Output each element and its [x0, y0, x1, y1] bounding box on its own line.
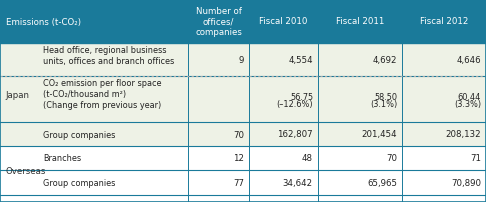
Text: Japan: Japan — [5, 90, 29, 100]
Text: 70: 70 — [233, 130, 244, 139]
Text: 65,965: 65,965 — [367, 178, 397, 187]
Bar — [0, 0, 486, 44]
Bar — [0, 146, 486, 170]
Text: Fiscal 2011: Fiscal 2011 — [336, 17, 384, 26]
Text: 70: 70 — [386, 154, 397, 163]
Text: Emissions (t-CO₂): Emissions (t-CO₂) — [6, 17, 81, 26]
Text: 9: 9 — [239, 56, 244, 65]
Text: 71: 71 — [470, 154, 481, 163]
Text: 12: 12 — [233, 154, 244, 163]
Text: 56.75: 56.75 — [290, 92, 313, 101]
Text: 58.50: 58.50 — [374, 92, 397, 101]
Text: 70,890: 70,890 — [451, 178, 481, 187]
Text: 77: 77 — [233, 178, 244, 187]
Text: (3.1%): (3.1%) — [370, 99, 397, 108]
Text: 162,807: 162,807 — [278, 130, 313, 139]
Text: 34,642: 34,642 — [283, 178, 313, 187]
Text: Fiscal 2010: Fiscal 2010 — [260, 17, 308, 26]
Text: Group companies: Group companies — [43, 178, 115, 187]
Bar — [0, 170, 486, 195]
Text: 201,454: 201,454 — [362, 130, 397, 139]
Text: 48: 48 — [302, 154, 313, 163]
Text: 4,554: 4,554 — [288, 56, 313, 65]
Text: Number of
offices/
companies: Number of offices/ companies — [195, 7, 242, 37]
Text: CO₂ emission per floor space
(t-CO₂/thousand m²)
(Change from previous year): CO₂ emission per floor space (t-CO₂/thou… — [43, 79, 161, 110]
Text: 60.44: 60.44 — [458, 92, 481, 101]
Bar — [0, 122, 486, 146]
Text: 208,132: 208,132 — [445, 130, 481, 139]
Text: (–12.6%): (–12.6%) — [277, 99, 313, 108]
Text: Group companies: Group companies — [43, 130, 115, 139]
Bar — [0, 77, 486, 122]
Bar — [0, 44, 486, 77]
Text: 4,692: 4,692 — [372, 56, 397, 65]
Text: 4,646: 4,646 — [456, 56, 481, 65]
Text: Branches: Branches — [43, 154, 81, 163]
Text: (3.3%): (3.3%) — [454, 99, 481, 108]
Text: Fiscal 2012: Fiscal 2012 — [420, 17, 468, 26]
Text: Overseas: Overseas — [5, 166, 45, 175]
Text: Head office, regional business
units, offices and branch offices: Head office, regional business units, of… — [43, 46, 174, 66]
